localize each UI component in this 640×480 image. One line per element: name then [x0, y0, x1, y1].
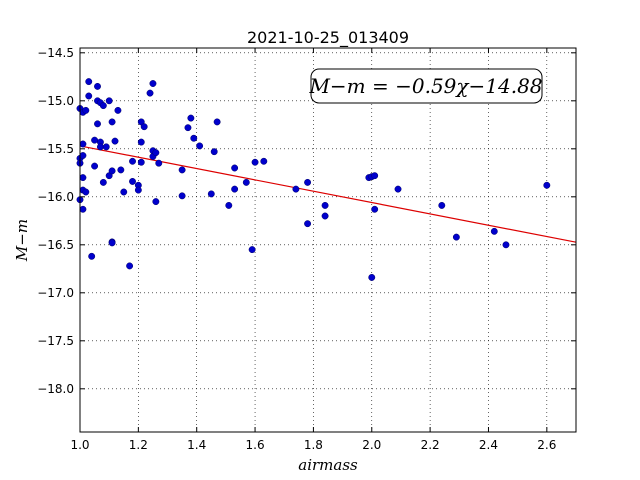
data-point	[79, 174, 87, 182]
y-tick-label: −16.5	[37, 238, 74, 252]
data-point	[248, 246, 256, 254]
data-points	[76, 78, 551, 281]
x-axis-ticks: 1.0 1.2 1.4 1.6 1.8 2.0 2.2 2.4 2.6	[70, 48, 556, 452]
data-point	[184, 124, 192, 132]
data-point	[102, 143, 110, 151]
data-point	[152, 198, 160, 206]
data-point	[134, 186, 142, 194]
data-point	[85, 78, 93, 86]
data-point	[292, 185, 300, 193]
data-point	[146, 89, 154, 97]
data-point	[137, 158, 145, 166]
data-point	[85, 92, 93, 100]
data-point	[321, 212, 329, 220]
data-point	[368, 273, 376, 281]
data-point	[88, 252, 96, 260]
legend-frame	[310, 68, 543, 104]
data-point	[502, 241, 510, 249]
data-point	[242, 178, 250, 186]
data-point	[371, 172, 379, 180]
data-point	[79, 205, 87, 213]
data-point	[129, 157, 136, 165]
data-point	[225, 201, 233, 209]
data-point	[231, 185, 239, 193]
data-point	[94, 82, 101, 90]
data-point	[490, 227, 498, 235]
y-tick-label: −14.5	[37, 46, 74, 60]
y-tick-label: −17.5	[37, 334, 74, 348]
data-point	[108, 118, 116, 126]
data-point	[105, 97, 113, 105]
data-point	[120, 188, 128, 196]
y-tick-label: −15.5	[37, 142, 74, 156]
data-point	[187, 114, 195, 122]
data-point	[111, 137, 119, 145]
data-point	[82, 106, 90, 114]
data-point	[394, 185, 402, 193]
data-point	[82, 188, 90, 196]
x-tick-label: 2.6	[537, 438, 556, 452]
data-point	[543, 181, 551, 189]
data-point	[91, 162, 99, 170]
fit-equation-label: M−m = −0.59χ−14.88	[308, 74, 542, 98]
data-point	[321, 201, 329, 209]
data-point	[438, 201, 446, 209]
data-point	[207, 190, 215, 198]
data-point	[114, 106, 122, 114]
data-point	[231, 164, 239, 172]
y-tick-label: −17.0	[37, 286, 74, 300]
chart-title: 2021-10-25_013409	[247, 28, 409, 48]
x-tick-label: 1.2	[129, 438, 148, 452]
data-point	[155, 159, 163, 167]
data-point	[129, 177, 136, 185]
x-tick-label: 1.4	[187, 438, 206, 452]
data-point	[210, 148, 218, 156]
data-point	[137, 138, 145, 146]
data-point	[260, 157, 268, 165]
data-point	[213, 118, 221, 126]
x-tick-label: 1.6	[246, 438, 265, 452]
y-axis-ticks: −14.5 −15.0 −15.5 −16.0 −16.5 −17.0 −17.5 −18.0	[37, 46, 576, 396]
data-point	[108, 167, 116, 175]
y-tick-label: −18.0	[37, 382, 74, 396]
data-point	[251, 158, 259, 166]
data-point	[178, 166, 186, 174]
data-point	[304, 220, 312, 228]
plot-frame	[79, 47, 577, 433]
data-point	[178, 192, 186, 200]
y-tick-label: −16.0	[37, 190, 74, 204]
data-point	[149, 80, 157, 87]
data-point	[140, 123, 148, 131]
data-point	[99, 102, 107, 110]
data-point	[126, 262, 134, 270]
fit-line-group	[79, 145, 577, 243]
data-point	[152, 149, 160, 157]
x-tick-label: 2.2	[421, 438, 440, 452]
x-axis-label: airmass	[298, 456, 358, 474]
data-point	[91, 136, 99, 144]
data-point	[108, 239, 116, 247]
x-tick-label: 2.0	[362, 438, 381, 452]
y-tick-label: −15.0	[37, 94, 74, 108]
data-point	[117, 166, 125, 174]
data-point	[304, 178, 312, 186]
data-point	[94, 120, 101, 128]
data-point	[96, 143, 104, 151]
data-point	[452, 233, 460, 241]
y-axis-label: M−m	[13, 219, 31, 262]
x-tick-label: 1.8	[304, 438, 323, 452]
data-point	[196, 142, 204, 150]
fit-line	[79, 145, 577, 243]
x-tick-label: 2.4	[479, 438, 498, 452]
x-tick-label: 1.0	[70, 438, 89, 452]
data-point	[79, 140, 87, 148]
data-point	[79, 152, 87, 159]
data-point	[371, 205, 379, 213]
data-point	[190, 134, 198, 142]
data-point	[99, 178, 107, 186]
fit-legend-box: M−m = −0.59χ−14.88	[308, 68, 543, 104]
